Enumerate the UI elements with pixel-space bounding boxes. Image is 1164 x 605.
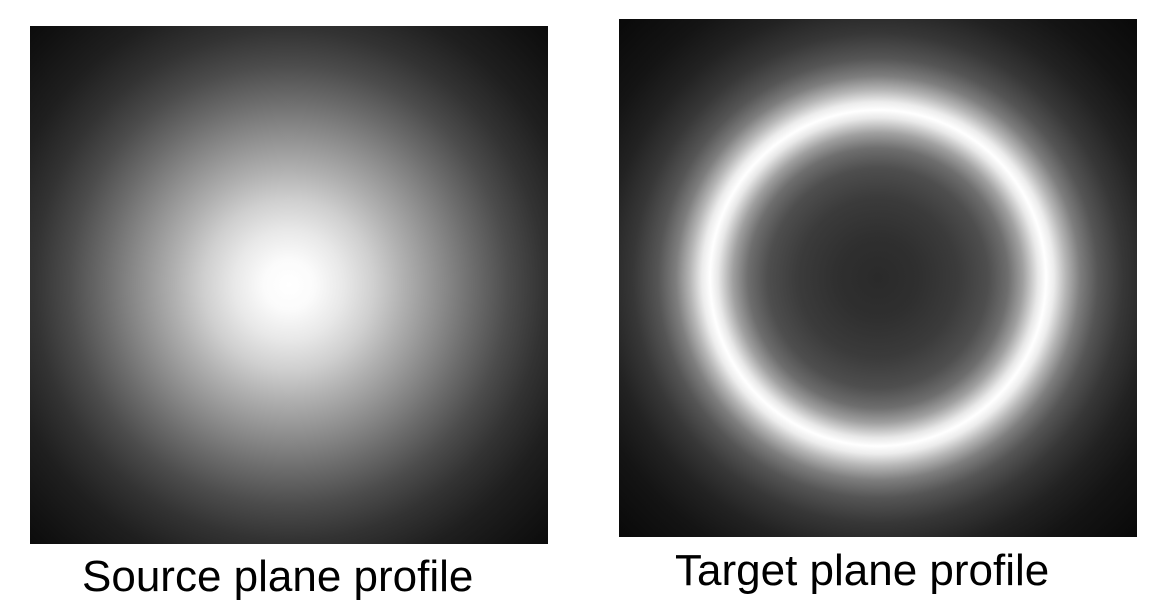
target-plane-caption: Target plane profile <box>675 546 1050 595</box>
source-plane-caption: Source plane profile <box>82 552 474 601</box>
target-profile-panel <box>619 19 1137 537</box>
source-gaussian-profile-image <box>30 26 548 544</box>
source-profile-panel <box>30 26 548 544</box>
target-ring-profile-image <box>619 19 1137 537</box>
